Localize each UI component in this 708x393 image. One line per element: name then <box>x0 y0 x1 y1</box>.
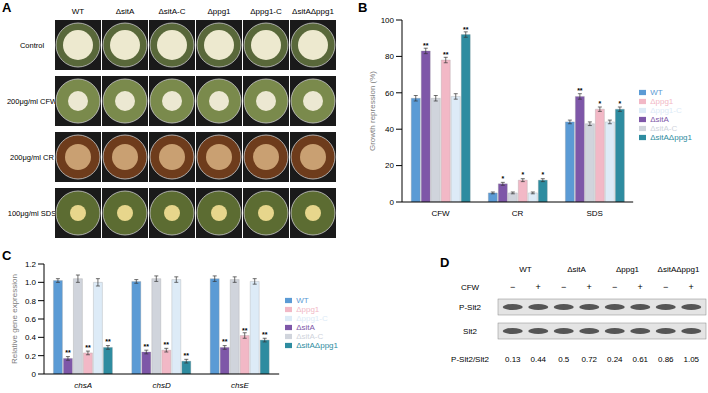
svg-text:Growth repression (%): Growth repression (%) <box>368 71 377 151</box>
svg-text:1.0: 1.0 <box>25 278 37 287</box>
svg-text:**: ** <box>577 87 583 94</box>
svg-text:**: ** <box>463 26 469 33</box>
svg-text:−: − <box>612 282 617 292</box>
svg-text:60: 60 <box>385 89 394 98</box>
svg-text:**: ** <box>423 42 429 49</box>
svg-text:**: ** <box>242 327 248 334</box>
svg-text:200μg/ml CFW: 200μg/ml CFW <box>7 97 58 106</box>
html-text:Δppg1: Δppg1 <box>650 97 674 106</box>
svg-text:−: − <box>663 282 668 292</box>
html-text:D: D <box>440 255 450 270</box>
svg-text:SDS: SDS <box>586 209 602 218</box>
svg-text:20: 20 <box>385 161 394 170</box>
svg-text:WT: WT <box>72 7 85 16</box>
html-text:Δppg1-C: Δppg1-C <box>296 314 328 323</box>
html-text:WT: WT <box>296 296 309 305</box>
svg-text:1.05: 1.05 <box>683 355 699 364</box>
svg-text:+: + <box>689 282 694 292</box>
svg-text:Relative gene expression: Relative gene expression <box>10 274 19 364</box>
html-text:ΔsitAΔppg1: ΔsitAΔppg1 <box>650 133 692 142</box>
html-text:Δppg1-C: Δppg1-C <box>650 106 682 115</box>
svg-text:**: ** <box>85 344 91 351</box>
svg-text:−: − <box>561 282 566 292</box>
svg-text:+: + <box>536 282 541 292</box>
svg-text:200μg/ml CR: 200μg/ml CR <box>10 153 55 162</box>
svg-text:*: * <box>618 100 621 107</box>
svg-text:**: ** <box>164 341 170 348</box>
svg-text:0.61: 0.61 <box>632 355 648 364</box>
svg-text:40: 40 <box>385 125 394 134</box>
svg-text:0: 0 <box>32 370 37 379</box>
html-text:ΔsitAΔppg1: ΔsitAΔppg1 <box>296 341 338 350</box>
svg-text:0.5: 0.5 <box>558 355 570 364</box>
svg-text:Control: Control <box>20 41 45 50</box>
svg-text:**: ** <box>144 343 150 350</box>
html-text:ΔsitA-C: ΔsitA-C <box>650 124 678 133</box>
svg-text:Δppg1: Δppg1 <box>207 7 231 16</box>
svg-text:0: 0 <box>390 198 395 207</box>
svg-text:0.86: 0.86 <box>658 355 674 364</box>
svg-text:0.72: 0.72 <box>581 355 597 364</box>
svg-text:+: + <box>587 282 592 292</box>
svg-text:**: ** <box>65 349 71 356</box>
svg-text:0.44: 0.44 <box>530 355 546 364</box>
html-text:ΔsitA: ΔsitA <box>650 115 669 124</box>
svg-text:**: ** <box>262 331 268 338</box>
svg-text:P-Slt2/Slt2: P-Slt2/Slt2 <box>451 355 489 364</box>
svg-text:100μg/ml SDS: 100μg/ml SDS <box>8 209 57 218</box>
svg-text:*: * <box>598 100 601 107</box>
svg-text:100: 100 <box>381 16 395 25</box>
svg-text:0.24: 0.24 <box>607 355 623 364</box>
svg-text:+: + <box>638 282 643 292</box>
svg-text:**: ** <box>184 352 190 359</box>
svg-text:chsA: chsA <box>74 381 92 390</box>
svg-text:P-Slt2: P-Slt2 <box>459 303 481 312</box>
svg-text:*: * <box>521 171 524 178</box>
svg-text:ΔsitAΔppg1: ΔsitAΔppg1 <box>658 265 700 274</box>
svg-text:0.4: 0.4 <box>25 333 37 342</box>
html-text:B: B <box>358 0 368 15</box>
svg-text:chsE: chsE <box>231 381 249 390</box>
svg-text:**: ** <box>222 338 228 345</box>
html-text:A: A <box>2 0 12 15</box>
html-text:C: C <box>2 248 12 263</box>
svg-text:0.6: 0.6 <box>25 315 37 324</box>
svg-text:WT: WT <box>519 265 532 274</box>
svg-text:0.8: 0.8 <box>25 297 37 306</box>
svg-text:ΔsitAΔppg1: ΔsitAΔppg1 <box>292 7 334 16</box>
html-text:Δppg1: Δppg1 <box>296 305 320 314</box>
svg-text:**: ** <box>105 338 111 345</box>
html-text:ΔsitA-C: ΔsitA-C <box>296 332 324 341</box>
svg-text:0.2: 0.2 <box>25 352 37 361</box>
svg-text:80: 80 <box>385 52 394 61</box>
svg-text:Slt2: Slt2 <box>463 327 477 336</box>
svg-text:chsD: chsD <box>152 381 170 390</box>
svg-text:**: ** <box>443 51 449 58</box>
svg-text:CR: CR <box>512 209 524 218</box>
svg-text:*: * <box>541 171 544 178</box>
svg-text:ΔsitA: ΔsitA <box>116 7 135 16</box>
svg-text:Δppg1-C: Δppg1-C <box>250 7 282 16</box>
svg-text:CFW: CFW <box>461 283 480 292</box>
svg-text:CFW: CFW <box>431 209 450 218</box>
html-text:WT: WT <box>650 88 663 97</box>
html-text:ΔsitA: ΔsitA <box>296 323 315 332</box>
svg-text:ΔsitA-C: ΔsitA-C <box>158 7 185 16</box>
svg-text:Δppg1: Δppg1 <box>616 265 640 274</box>
svg-text:1.2: 1.2 <box>25 260 37 269</box>
svg-text:−: − <box>510 282 515 292</box>
svg-text:0.13: 0.13 <box>505 355 521 364</box>
svg-text:ΔsitA: ΔsitA <box>567 265 586 274</box>
svg-text:*: * <box>501 175 504 182</box>
